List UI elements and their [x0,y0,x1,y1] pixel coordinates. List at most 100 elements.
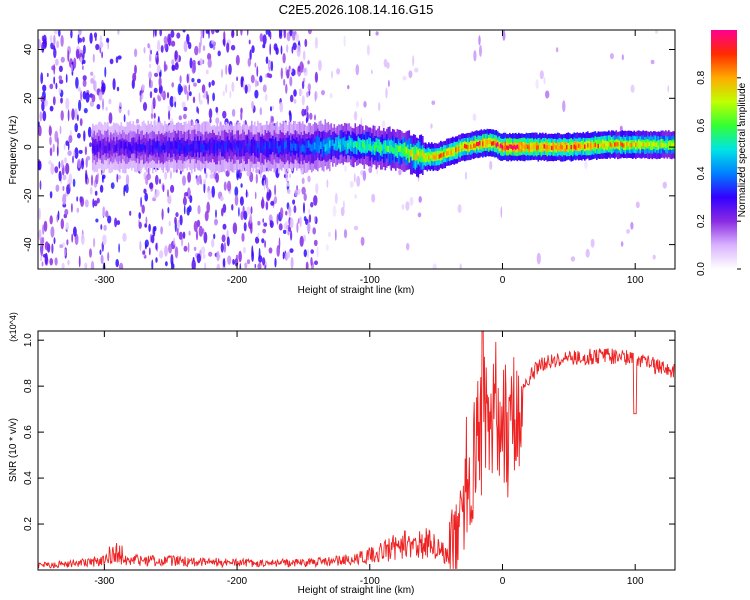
spectrogram-cell [59,244,64,249]
spectrogram-cell [155,257,158,263]
spectrogram-cell [606,142,609,147]
spectrogram-cell [318,59,322,72]
spectrogram-cell [191,78,195,83]
spectrogram-cell [229,90,232,99]
spectrogram-cell [201,144,204,152]
spectrogram-y-tick-label: 20 [23,92,34,104]
spectrogram-cell [80,196,85,207]
spectrogram-cell [63,143,66,150]
spectrogram-cell [345,141,348,155]
spectrogram-cell [359,143,361,150]
spectrogram-cell [82,36,85,43]
spectrogram-cell [385,87,388,99]
spectrogram-cell [117,140,120,157]
spectrogram-cell [139,240,142,251]
spectrogram-cell [93,32,98,39]
spectrogram-cell [331,70,333,79]
spectrogram-cell [655,30,658,34]
spectrogram-cell [313,239,318,247]
spectrogram-cell [285,221,288,226]
spectrogram-cell [49,105,54,112]
spectrogram-cell [314,91,317,102]
spectrogram-cell [371,193,376,203]
spectrogram-cell [231,136,234,153]
spectrogram-cell [60,35,64,47]
spectrogram-cell [156,140,159,149]
spectrogram-cell [629,143,631,148]
spectrogram-cell [174,140,177,149]
spectrogram-cell [279,101,284,113]
spectrogram-cell [656,142,658,147]
spectrogram-cell [237,140,240,148]
spectrogram-cell [323,140,325,157]
spectrogram-cell [112,78,116,91]
spectrogram-cell [325,244,329,251]
spectrogram-cell [161,208,164,221]
spectrogram-cell [235,54,240,66]
spectrogram-cell [444,152,447,157]
spectrogram-cell [332,205,337,217]
spectrogram-cell [286,44,289,53]
spectrogram-cell [180,143,183,151]
spectrogram-cell [148,247,151,256]
spectrogram-cell [211,185,215,198]
spectrogram-cell [89,186,93,195]
spectrogram-cell [44,241,49,251]
spectrogram-cell [77,158,81,169]
spectrogram-cell [548,145,550,150]
spectrogram-cell [89,100,95,107]
spectrogram-cell [189,57,193,69]
spectrogram-cell [149,141,151,149]
spectrogram-cell [179,75,182,84]
spectrogram-cell [333,143,336,150]
spectrogram-cell [262,34,267,45]
spectrogram-cell [222,145,225,153]
spectrogram-cell [243,140,246,148]
spectrogram-cell [169,95,174,108]
spectrogram-cell [70,30,73,39]
spectrogram-cell [164,173,167,180]
spectrogram-cell [73,57,77,69]
spectrogram-cell [56,40,59,49]
spectrogram-cell [182,30,186,33]
spectrogram-cell [608,142,610,147]
spectrogram-cell [53,237,56,245]
spectrogram-cell [104,66,107,78]
spectrogram-cell [636,142,639,147]
spectrogram-cell [285,210,288,216]
spectrogram-cell [57,137,59,148]
spectrogram-cell [65,140,69,146]
spectrogram-cell [303,249,307,258]
spectrogram-cell [206,201,210,214]
spectrogram-cell [199,58,203,66]
spectrogram-cell [198,225,203,237]
spectrogram-cell [50,162,55,175]
spectrogram-cell [101,82,106,93]
spectrogram-cell [273,144,276,152]
spectrogram-cell [119,143,121,151]
spectrogram-cell [91,94,96,103]
spectrogram-cell [139,90,142,97]
spectrogram-cell [307,83,311,91]
spectrogram-cell [78,255,81,268]
spectrogram-cell [38,38,41,49]
snr-plot: -300 -200 -100 0 100 0.2 0.4 0.6 0.8 1.0 Height o… [8,312,676,596]
spectrogram-cell [209,173,214,179]
spectrogram-cell [240,183,243,188]
spectrogram-cell [453,147,456,152]
spectrogram-cell [425,155,427,160]
spectrogram-cell [334,192,338,204]
spectrogram-cell [168,243,173,254]
spectrogram-cell [495,143,498,148]
spectrogram-cell [68,183,71,189]
spectrogram-cell [390,145,393,152]
spectrogram-cell [96,144,99,152]
spectrogram-cell [171,40,176,47]
spectrogram-cell [272,140,274,149]
colorbar-axes: 0.0 0.2 0.4 0.6 0.8 [696,70,741,276]
spectrogram-cell [49,258,53,266]
spectrogram-cell [64,157,67,164]
snr-series [38,331,675,569]
spectrogram-cell [257,232,260,239]
spectrogram-cell [129,144,132,152]
